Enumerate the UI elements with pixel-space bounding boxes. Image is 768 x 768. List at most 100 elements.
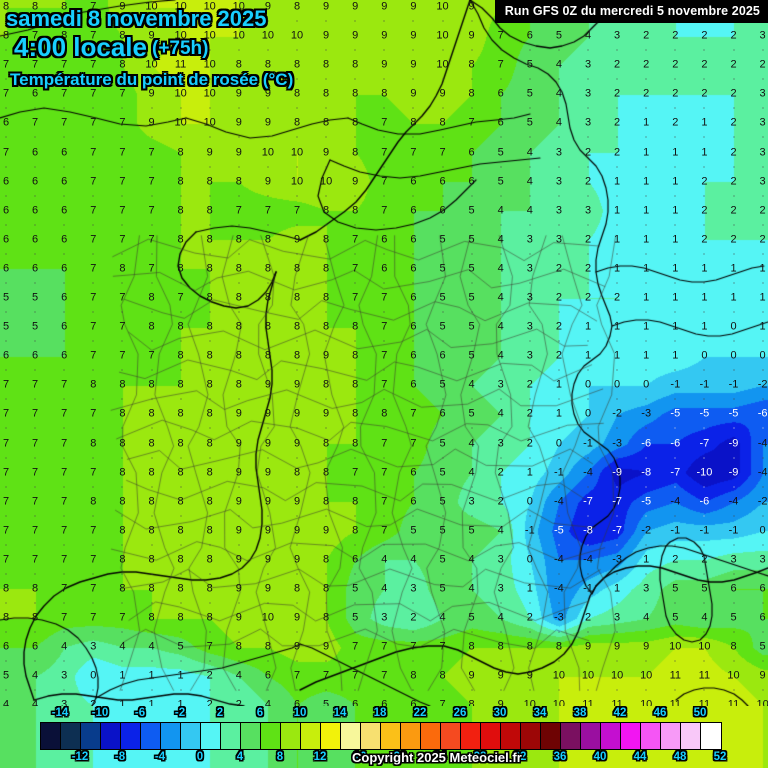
grid-point-marker (587, 282, 589, 284)
scale-tick-label-bottom: 16 (353, 751, 367, 763)
grid-value: 9 (264, 524, 271, 537)
grid-value: 5 (352, 582, 359, 595)
grid-value: 3 (584, 116, 592, 129)
grid-point-marker (63, 166, 65, 167)
grid-point-marker (442, 544, 443, 546)
grid-value: 6 (61, 233, 68, 246)
grid-point-marker (63, 660, 65, 662)
grid-point-marker (180, 282, 182, 284)
grid-point-marker (383, 689, 385, 691)
color-swatch (81, 723, 101, 749)
color-swatch (341, 723, 361, 749)
grid-point-marker (63, 282, 65, 284)
grid-value: 7 (148, 349, 155, 362)
grid-value: 2 (614, 58, 621, 71)
scale-tick-label-top: -14 (51, 707, 69, 719)
grid-value: 8 (323, 437, 330, 449)
grid-point-marker (121, 660, 123, 662)
grid-value: 9 (264, 437, 271, 449)
color-swatch (521, 723, 541, 749)
grid-point-marker (674, 78, 676, 80)
grid-value: 8 (177, 582, 184, 595)
grid-value: 0 (730, 320, 737, 333)
grid-point-marker (238, 253, 240, 255)
grid-point-marker (529, 253, 531, 255)
grid-point-marker (238, 486, 240, 488)
grid-value: 8 (177, 553, 184, 566)
grid-value: -1 (554, 466, 564, 479)
grid-value: -1 (699, 378, 710, 391)
grid-value: 8 (177, 320, 184, 333)
grid-point-marker (412, 486, 414, 488)
grid-point-marker (587, 166, 589, 167)
grid-point-marker (151, 427, 152, 429)
grid-value: 7 (381, 495, 388, 508)
grid-point-marker (354, 515, 356, 517)
grid-value: 7 (90, 524, 97, 537)
grid-value: 7 (381, 175, 388, 188)
grid-point-marker (34, 253, 36, 255)
grid-point-marker (442, 340, 443, 342)
grid-value: 1 (584, 320, 592, 333)
weather-map[interactable]: 8887910101010989999109865432212287878910… (0, 0, 768, 706)
grid-point-marker (296, 573, 298, 575)
grid-point-marker (529, 573, 531, 575)
grid-point-marker (733, 224, 734, 226)
grid-value: -4 (583, 553, 593, 566)
grid-point-marker (674, 544, 676, 546)
grid-point-marker (442, 136, 443, 138)
grid-point-marker (529, 544, 531, 546)
grid-point-marker (151, 398, 152, 400)
grid-value: 8 (119, 495, 126, 508)
grid-value: 7 (61, 437, 68, 449)
grid-value: 8 (264, 640, 271, 653)
grid-value: 7 (90, 553, 97, 566)
grid-value: 9 (264, 466, 271, 479)
grid-value: 10 (203, 116, 216, 129)
grid-value: 7 (439, 698, 446, 706)
grid-value: 8 (235, 349, 242, 362)
grid-point-marker (180, 195, 182, 197)
grid-value: 9 (264, 495, 271, 508)
grid-value: 9 (410, 29, 417, 42)
grid-value: 5 (2, 669, 10, 682)
grid-value: 9 (264, 378, 271, 391)
grid-value: 8 (264, 58, 271, 71)
grid-point-marker (383, 282, 385, 284)
grid-point-marker (587, 398, 589, 400)
grid-value: 8 (235, 175, 242, 188)
grid-point-marker (267, 107, 269, 109)
grid-value: 3 (555, 204, 562, 217)
grid-value: -8 (641, 466, 652, 479)
grid-point-marker (354, 689, 356, 691)
grid-point-marker (238, 689, 240, 691)
grid-point-marker (616, 457, 618, 458)
grid-point-marker (703, 398, 705, 400)
grid-value: 8 (293, 58, 301, 71)
grid-point-marker (63, 78, 65, 80)
grid-point-marker (209, 224, 211, 226)
grid-value: 4 (584, 29, 592, 42)
grid-point-marker (762, 457, 764, 458)
grid-point-marker (325, 49, 327, 51)
grid-value: 10 (669, 640, 682, 653)
color-scale-bar[interactable] (40, 722, 722, 750)
grid-value: 7 (32, 553, 39, 566)
grid-value: 8 (206, 466, 213, 479)
grid-value: 10 (203, 0, 216, 13)
grid-value: 4 (439, 611, 446, 624)
grid-value: 8 (323, 116, 330, 129)
grid-point-marker (63, 224, 65, 226)
grid-point-marker (442, 631, 443, 633)
grid-point-marker (733, 49, 734, 51)
grid-value: 6 (61, 320, 68, 333)
grid-value: 1 (526, 466, 533, 479)
grid-value: 2 (701, 29, 708, 42)
grid-value: 4 (148, 640, 155, 653)
grid-value: 2 (235, 698, 242, 706)
grid-value: 10 (145, 0, 158, 13)
grid-point-marker (500, 282, 502, 284)
grid-point-marker (645, 253, 647, 255)
grid-value: 2 (701, 553, 708, 566)
grid-value: 7 (90, 233, 97, 246)
